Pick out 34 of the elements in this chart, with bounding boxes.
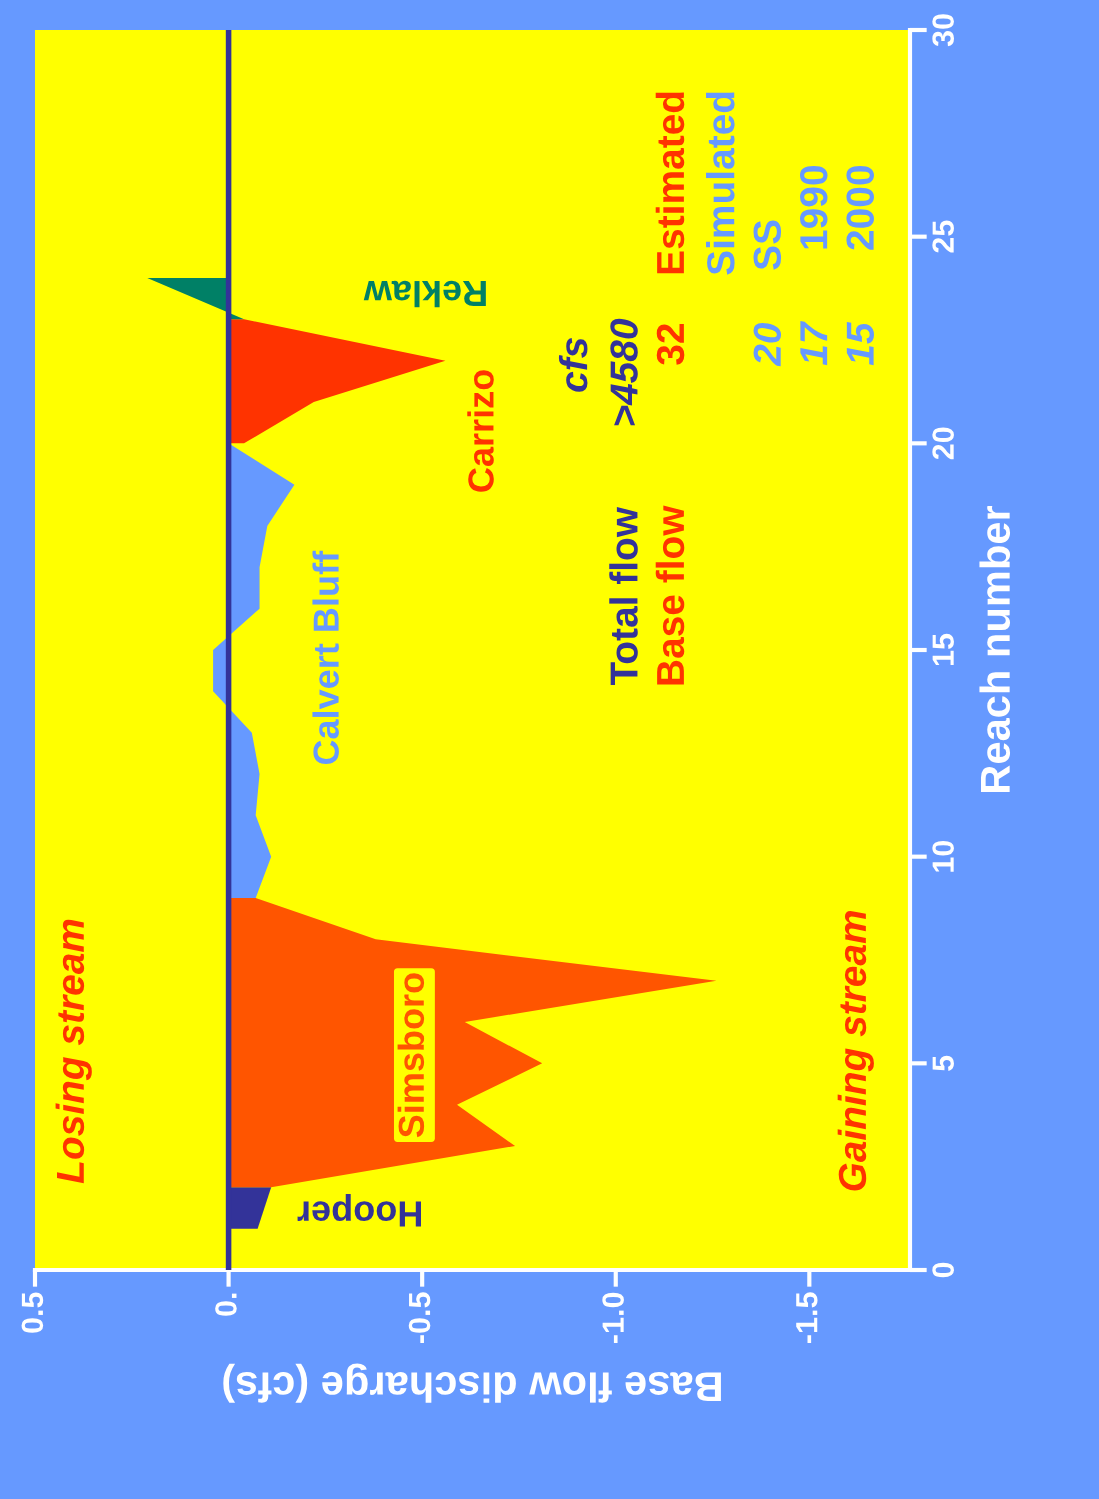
y-tick-label: 30 bbox=[932, 14, 955, 47]
annotation: 32 bbox=[656, 324, 685, 365]
text: Calvert Bluff bbox=[312, 550, 339, 765]
text: Carrizo bbox=[467, 370, 494, 492]
annotation: 15 bbox=[846, 322, 874, 366]
x-axis-title: Base flow discharge (cfs) bbox=[223, 1363, 721, 1403]
annotation: Gaining stream bbox=[837, 910, 874, 1191]
annotation: Losing stream bbox=[55, 919, 92, 1184]
annotation: Simulated bbox=[706, 92, 735, 275]
x-tick-label: -0.5 bbox=[408, 1292, 431, 1343]
y-tick-label: 25 bbox=[932, 220, 954, 253]
annotation: 20 bbox=[753, 322, 782, 367]
x-tick-label: -1.5 bbox=[796, 1292, 818, 1343]
y-axis-title: Reach number bbox=[979, 505, 1011, 792]
annotation: SS bbox=[753, 220, 782, 270]
annotation: Base flow bbox=[655, 505, 685, 685]
annotation: >4580 bbox=[610, 318, 638, 426]
text: Reklaw bbox=[363, 280, 486, 308]
annotation: Total flow bbox=[609, 506, 638, 686]
annotation: cfs bbox=[558, 338, 588, 392]
y-tick-label: 5 bbox=[932, 1055, 954, 1071]
y-tick-label: 10 bbox=[932, 840, 954, 872]
y-tick-label: 15 bbox=[932, 633, 954, 666]
annotation: 2000 bbox=[846, 166, 874, 250]
annotation: Estimated bbox=[655, 92, 685, 274]
y-tick-label: 20 bbox=[932, 427, 954, 460]
series-label: Simsboro bbox=[397, 973, 425, 1138]
x-tick-label: 0. bbox=[215, 1293, 237, 1316]
x-tick-label: 0.5 bbox=[21, 1292, 44, 1333]
annotation: 17 bbox=[800, 320, 828, 366]
series-label: Hooper bbox=[297, 1194, 421, 1227]
y-tick-label: 0 bbox=[932, 1262, 954, 1278]
x-tick-label: -1.0 bbox=[602, 1292, 624, 1343]
annotation: 1990 bbox=[799, 166, 828, 249]
